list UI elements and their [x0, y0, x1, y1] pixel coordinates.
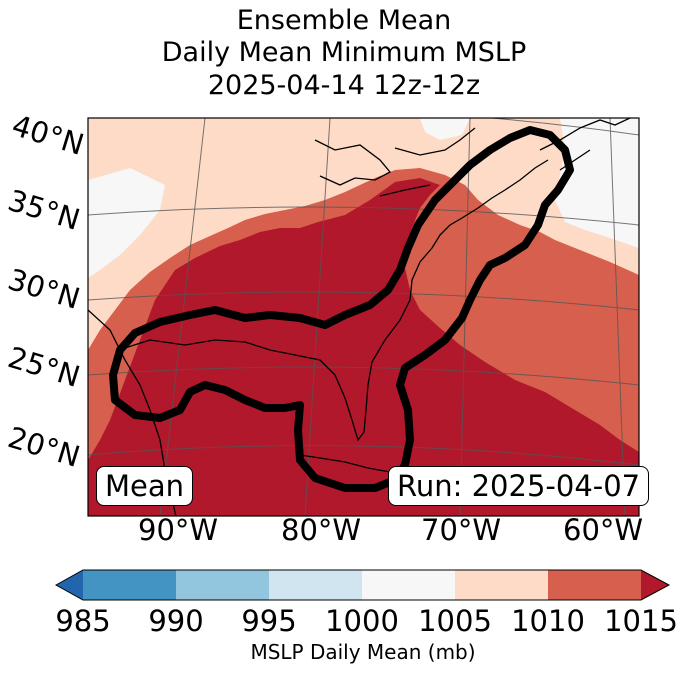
cbar-tick-1005: 1005 [418, 604, 492, 638]
cbar-segment-4 [455, 570, 548, 600]
lon-label-60w: 60°W [563, 513, 644, 547]
cbar-extend-high [641, 570, 669, 600]
lon-label-90w: 90°W [138, 513, 219, 547]
region-1005-1010 [88, 118, 639, 350]
mean-label-box: Mean [96, 466, 194, 506]
lon-label-70w: 70°W [421, 513, 502, 547]
cbar-extend-low [56, 570, 83, 600]
cbar-segment-1 [176, 570, 269, 600]
cbar-segment-2 [269, 570, 362, 600]
cbar-tick-1010: 1010 [511, 604, 585, 638]
title-line-2: Daily Mean Minimum MSLP [161, 37, 527, 68]
region-lt1005-west [88, 168, 165, 278]
cbar-segment-0 [83, 570, 176, 600]
cbar-segment-3 [362, 570, 455, 600]
cbar-tick-995: 995 [241, 604, 297, 638]
region-lt1005-northeast [555, 118, 639, 248]
cbar-segment-5 [548, 570, 641, 600]
colorbar-label: MSLP Daily Mean (mb) [250, 640, 476, 664]
ensemble-contour [109, 126, 574, 492]
cbar-tick-1000: 1000 [325, 604, 399, 638]
title-line-3: 2025-04-14 12z-12z [207, 70, 481, 101]
map-frame [87, 117, 640, 517]
region-lt1005-north [420, 118, 470, 140]
cbar-tick-990: 990 [148, 604, 204, 638]
cbar-tick-1015: 1015 [604, 604, 678, 638]
title-line-1: Ensemble Mean [236, 5, 452, 36]
cbar-outline [54, 569, 671, 601]
lon-label-80w: 80°W [281, 513, 362, 547]
cbar-tick-985: 985 [55, 604, 111, 638]
run-date-box: Run: 2025-04-07 [388, 466, 650, 506]
mslp-map [87, 117, 640, 517]
